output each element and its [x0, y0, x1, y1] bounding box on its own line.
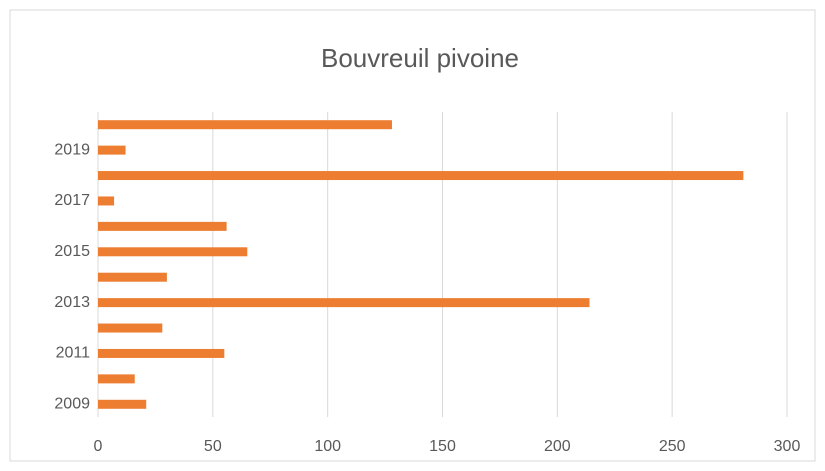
bar	[98, 298, 590, 308]
bar	[98, 272, 167, 282]
bar	[98, 171, 744, 181]
chart-title: Bouvreuil pivoine	[321, 43, 519, 73]
y-tick-label: 2017	[54, 192, 90, 209]
x-tick-label: 300	[774, 438, 801, 455]
x-tick-label: 200	[544, 438, 571, 455]
x-tick-label: 250	[659, 438, 686, 455]
bar	[98, 348, 225, 358]
bar	[98, 374, 135, 384]
y-tick-label: 2013	[54, 294, 90, 311]
y-tick-label: 2009	[54, 396, 90, 413]
bar	[98, 145, 126, 155]
x-tick-label: 150	[429, 438, 456, 455]
bar	[98, 247, 248, 257]
bar	[98, 323, 163, 333]
y-tick-label: 2019	[54, 141, 90, 158]
y-tick-label: 2011	[56, 345, 91, 362]
y-tick-label: 2015	[54, 243, 90, 260]
bar	[98, 120, 392, 130]
x-tick-label: 0	[94, 438, 103, 455]
chart-border	[9, 9, 816, 462]
bar	[98, 399, 147, 409]
bar	[98, 196, 115, 206]
x-tick-label: 50	[204, 438, 222, 455]
x-tick-label: 100	[314, 438, 341, 455]
bar	[98, 221, 227, 231]
